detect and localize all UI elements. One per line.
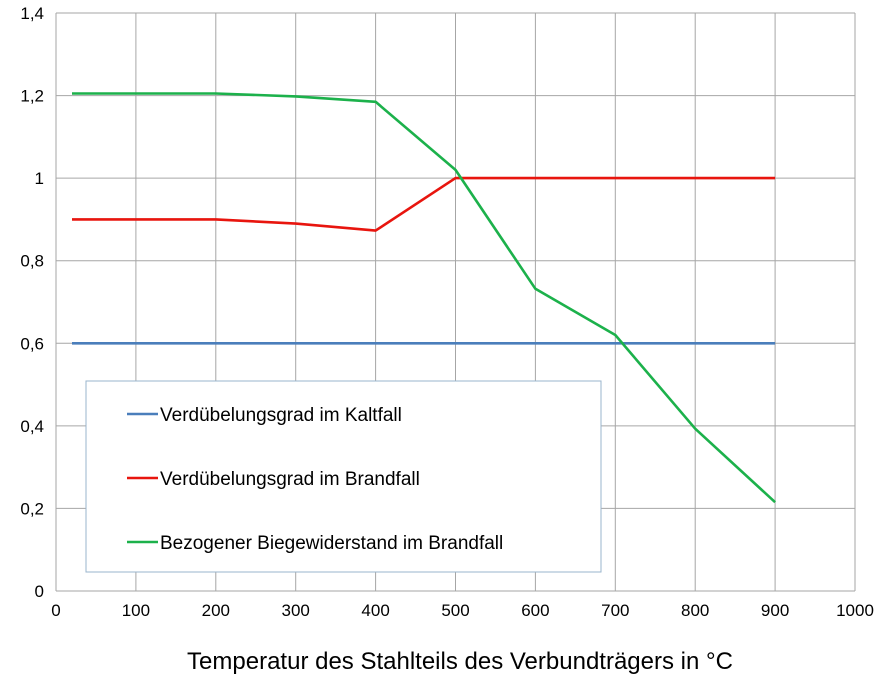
y-tick-label: 0 bbox=[35, 582, 44, 601]
x-axis-ticks: 0 100 200 300 400 500 600 700 800 900 1000 bbox=[51, 601, 874, 620]
series-line-2 bbox=[72, 176, 776, 232]
x-tick-label: 200 bbox=[202, 601, 230, 620]
y-tick-label: 1 bbox=[35, 169, 44, 188]
legend: Verdübelungsgrad im Kaltfall Verdübelungs… bbox=[85, 380, 602, 573]
x-tick-label: 700 bbox=[601, 601, 629, 620]
x-axis-label: Temperatur des Stahlteils des Verbundträ… bbox=[187, 648, 733, 675]
x-tick-label: 300 bbox=[282, 601, 310, 620]
x-tick-label: 500 bbox=[441, 601, 469, 620]
legend-label-2: Verdübelungsgrad im Brandfall bbox=[160, 469, 420, 490]
y-tick-label: 0,4 bbox=[20, 417, 44, 436]
x-tick-label: 0 bbox=[51, 601, 60, 620]
y-tick-label: 0,2 bbox=[20, 499, 44, 518]
legend-box bbox=[85, 380, 602, 573]
y-tick-label: 1,2 bbox=[20, 87, 44, 106]
x-tick-label: 900 bbox=[761, 601, 789, 620]
x-tick-label: 400 bbox=[361, 601, 389, 620]
x-tick-label: 600 bbox=[521, 601, 549, 620]
legend-label-1: Verdübelungsgrad im Kaltfall bbox=[160, 405, 402, 426]
series-line-3 bbox=[72, 92, 776, 504]
x-tick-label: 100 bbox=[122, 601, 150, 620]
y-tick-label: 1,4 bbox=[20, 4, 44, 23]
y-axis-ticks: 0 0,2 0,4 0,6 0,8 1 1,2 1,4 bbox=[20, 4, 44, 601]
legend-label-3: Bezogener Biegewiderstand im Brandfall bbox=[160, 533, 503, 554]
series-lines bbox=[72, 92, 776, 504]
x-tick-label: 800 bbox=[681, 601, 709, 620]
y-tick-label: 0,8 bbox=[20, 252, 44, 271]
x-tick-label: 1000 bbox=[836, 601, 874, 620]
y-tick-label: 0,6 bbox=[20, 334, 44, 353]
